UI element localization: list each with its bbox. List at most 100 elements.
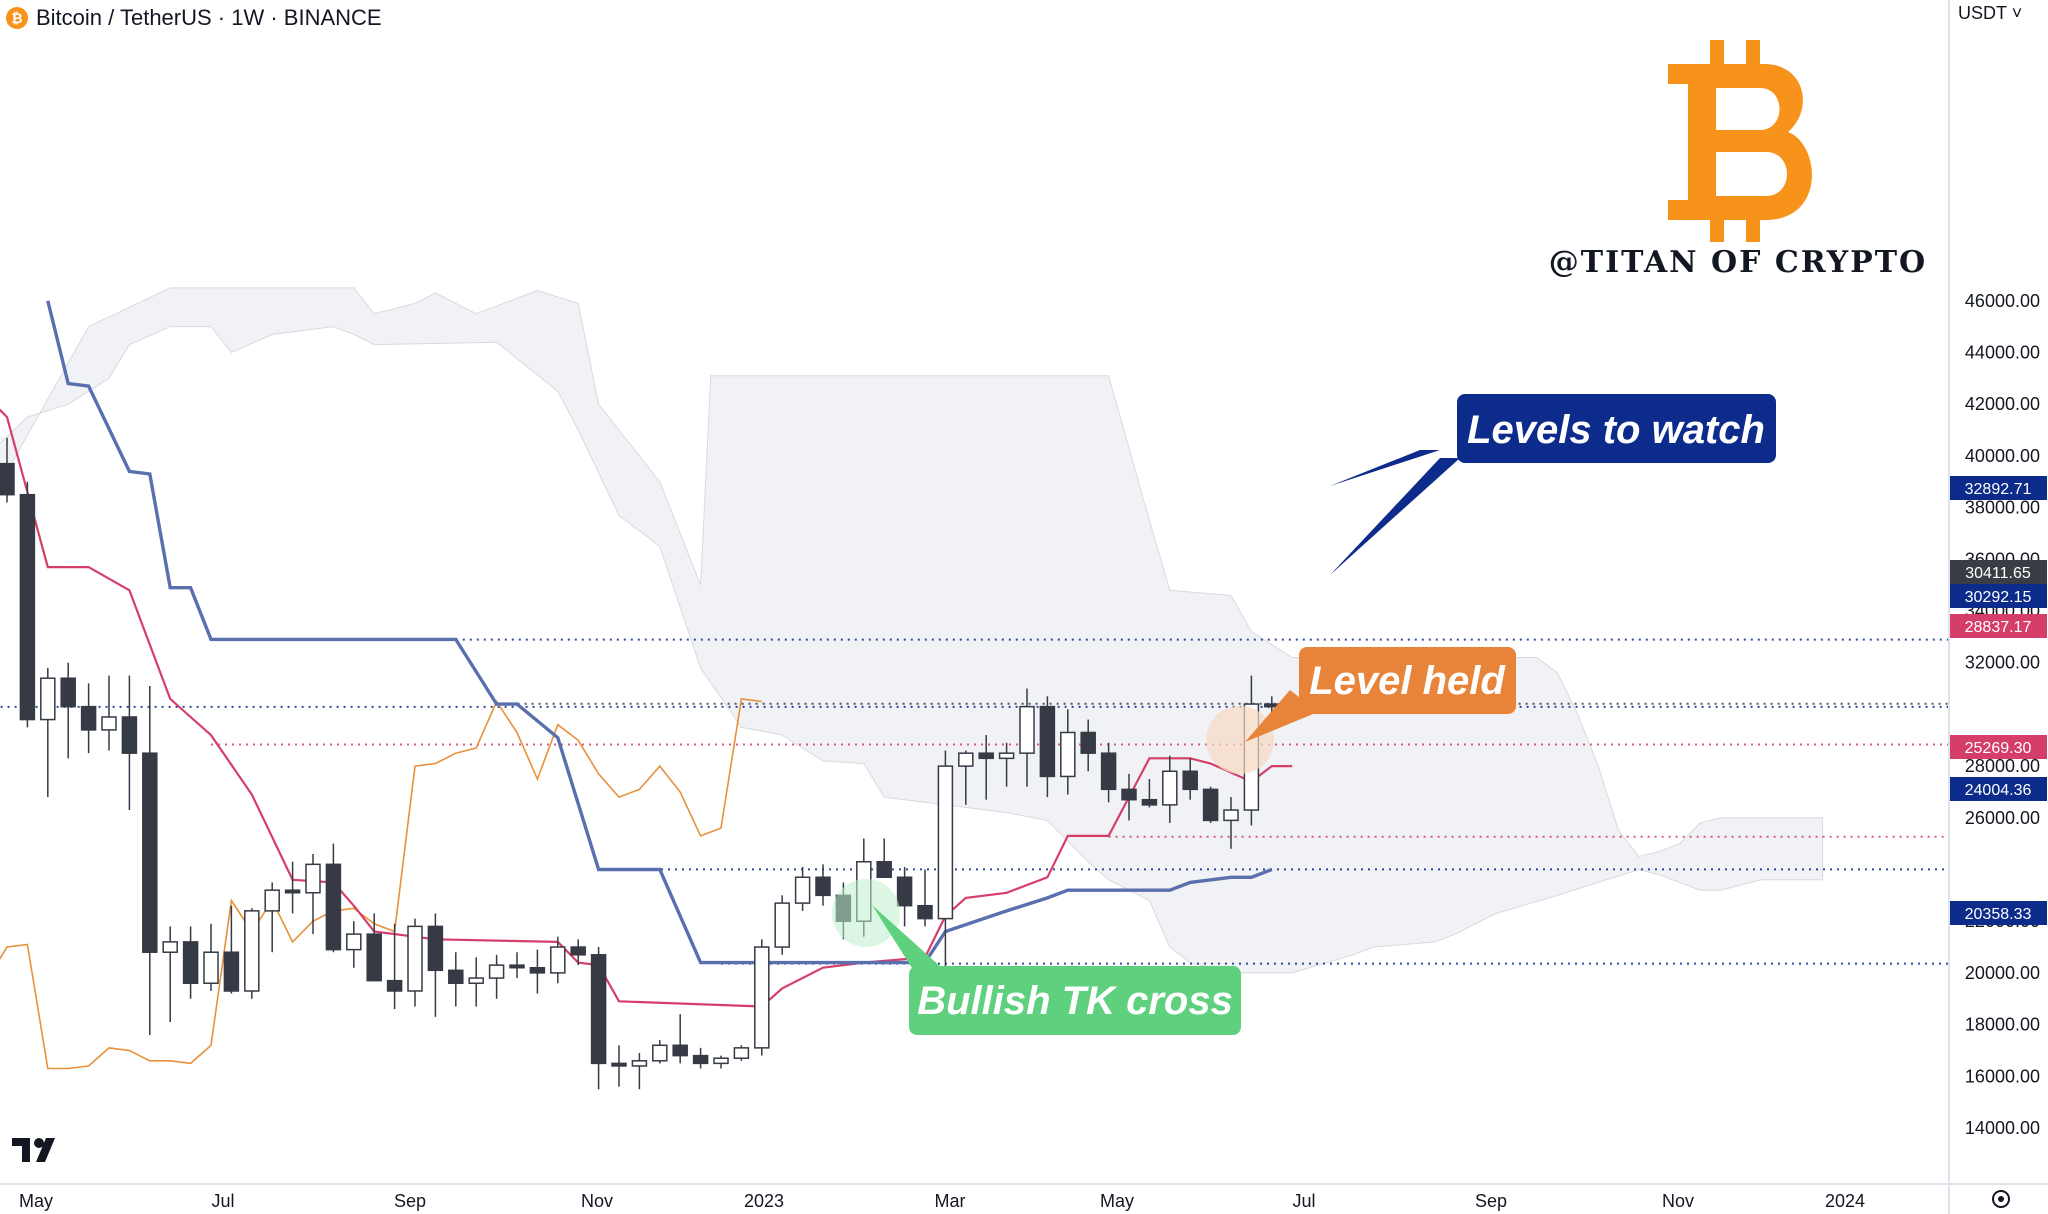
price-tick-label: 46000.00 bbox=[1965, 291, 2040, 311]
tk-cross-highlight bbox=[832, 879, 900, 947]
candle bbox=[1162, 755, 1178, 823]
price-tag: 24004.36 bbox=[1950, 777, 2047, 801]
price-tag-bg bbox=[1950, 901, 2047, 925]
candle bbox=[611, 1045, 627, 1087]
time-axis[interactable]: May Jul Sep Nov 2023 Mar May Jul Sep Nov 2024 bbox=[19, 1191, 1865, 1211]
candle-down bbox=[366, 933, 382, 982]
candle-up bbox=[1162, 770, 1178, 806]
candle-up bbox=[958, 752, 974, 767]
candle bbox=[1223, 797, 1239, 849]
candle bbox=[998, 742, 1015, 787]
candle bbox=[325, 843, 342, 953]
candle bbox=[162, 926, 178, 1023]
candle-up bbox=[998, 752, 1015, 760]
candle-down bbox=[142, 752, 158, 953]
candle bbox=[40, 667, 56, 798]
candle-up bbox=[1060, 731, 1076, 778]
candle bbox=[509, 952, 525, 979]
candle bbox=[0, 437, 15, 503]
price-tick-label: 40000.00 bbox=[1965, 446, 2040, 466]
candle bbox=[60, 662, 76, 759]
candle bbox=[407, 918, 423, 1007]
price-tick-label: 16000.00 bbox=[1965, 1066, 2040, 1086]
candle bbox=[958, 750, 974, 805]
time-tick-label: Jul bbox=[1292, 1191, 1315, 1211]
candle-up bbox=[1223, 809, 1239, 822]
candle bbox=[223, 905, 240, 994]
candle bbox=[121, 675, 138, 811]
price-tag: 25269.30 bbox=[1950, 735, 2047, 759]
price-tag: 32892.71 bbox=[1950, 476, 2047, 500]
price-tag-label: 24004.36 bbox=[1965, 782, 2032, 799]
candle-up bbox=[754, 946, 770, 1049]
currency-label: USDT bbox=[1958, 3, 2007, 23]
candle-down bbox=[672, 1044, 688, 1057]
price-tag-bg bbox=[1950, 614, 2047, 638]
time-tick-label: Sep bbox=[394, 1191, 426, 1211]
candle bbox=[19, 481, 36, 728]
candle bbox=[896, 866, 913, 927]
candle-up bbox=[631, 1060, 648, 1067]
candle-up bbox=[550, 946, 566, 974]
level-held-label: Level held bbox=[1309, 659, 1506, 703]
candle-down bbox=[1121, 788, 1137, 801]
candle-down bbox=[1039, 705, 1056, 778]
candle-down bbox=[876, 860, 892, 879]
callout-pointer-lower bbox=[1330, 458, 1460, 575]
candle bbox=[386, 923, 403, 1010]
price-tick-label: 42000.00 bbox=[1965, 394, 2040, 414]
candle-down bbox=[0, 462, 15, 496]
ichimoku-cloud bbox=[0, 287, 1824, 974]
price-tag: 30292.15 bbox=[1950, 584, 2047, 608]
currency-selector[interactable]: USDT ˅ bbox=[1958, 3, 2022, 24]
candle bbox=[1019, 688, 1035, 787]
price-tag: 20358.33 bbox=[1950, 901, 2047, 925]
level-held-box bbox=[1299, 647, 1516, 714]
candle-down bbox=[284, 889, 301, 894]
candle-up bbox=[774, 902, 790, 948]
candle-down bbox=[448, 969, 464, 984]
candle-down bbox=[19, 493, 36, 721]
price-tick-label: 38000.00 bbox=[1965, 498, 2040, 518]
time-tick-label: May bbox=[19, 1191, 53, 1211]
candle bbox=[182, 926, 199, 999]
candle-down bbox=[917, 904, 933, 920]
candle-up bbox=[733, 1047, 750, 1059]
bullish-tk-cross-label: Bullish TK cross bbox=[917, 979, 1233, 1023]
symbol-header[interactable]: ₿ Bitcoin / TetherUS · 1W · BINANCE bbox=[0, 0, 440, 36]
candle bbox=[1060, 709, 1076, 795]
candle-up bbox=[101, 716, 117, 731]
candle bbox=[427, 913, 444, 1017]
candle bbox=[1080, 719, 1096, 772]
candle bbox=[366, 913, 382, 982]
candle-up bbox=[407, 925, 423, 992]
price-tag-bg bbox=[1950, 584, 2047, 608]
candle bbox=[774, 895, 790, 955]
candle bbox=[1121, 773, 1137, 821]
candle-down bbox=[223, 951, 240, 992]
price-tag-bg bbox=[1950, 777, 2047, 801]
candle-down bbox=[427, 925, 444, 972]
candle bbox=[917, 869, 933, 927]
price-tag-label: 30411.65 bbox=[1965, 565, 2031, 582]
settings-icon[interactable] bbox=[1992, 1190, 2010, 1208]
candle bbox=[876, 838, 892, 879]
price-tag-label: 32892.71 bbox=[1965, 481, 2032, 498]
candle bbox=[448, 952, 464, 1007]
candle-down bbox=[815, 876, 831, 897]
candle-up bbox=[203, 951, 219, 984]
candle-up bbox=[937, 765, 954, 920]
price-tick-label: 18000.00 bbox=[1965, 1015, 2040, 1035]
candle-down bbox=[509, 964, 525, 969]
time-tick-label: Jul bbox=[211, 1191, 234, 1211]
candle-down bbox=[978, 752, 994, 760]
candle-up bbox=[162, 941, 178, 953]
candle bbox=[978, 735, 994, 800]
candle-down bbox=[1080, 731, 1096, 754]
candles bbox=[0, 437, 1280, 1090]
price-tag-bg bbox=[1950, 735, 2047, 759]
bullish-tk-cross-box bbox=[909, 966, 1241, 1035]
price-tick-label: 32000.00 bbox=[1965, 653, 2040, 673]
candle bbox=[1141, 779, 1158, 808]
